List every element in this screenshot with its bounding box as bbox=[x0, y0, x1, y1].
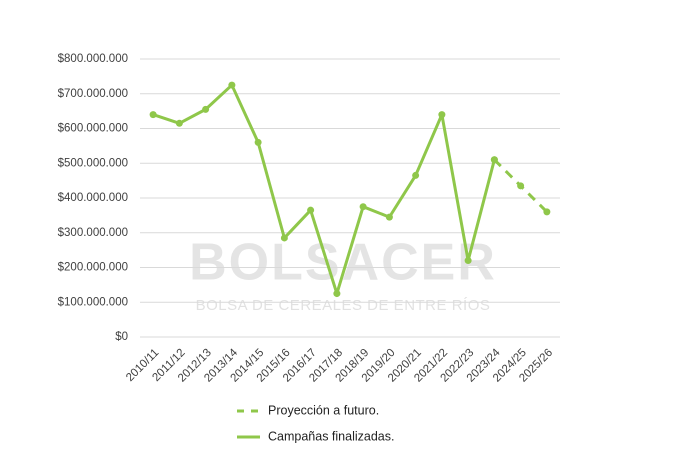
legend-label: Proyección a futuro. bbox=[268, 403, 379, 417]
y-tick-label: $200.000.000 bbox=[58, 262, 128, 274]
data-point bbox=[175, 119, 183, 127]
data-point bbox=[543, 208, 551, 216]
data-point bbox=[333, 290, 341, 298]
data-point bbox=[385, 213, 393, 221]
y-tick-label: $400.000.000 bbox=[58, 192, 128, 204]
data-point bbox=[254, 138, 262, 146]
data-point bbox=[280, 234, 288, 242]
watermark-subtitle: BOLSA DE CEREALES DE ENTRE RÍOS bbox=[196, 297, 491, 314]
data-point bbox=[517, 182, 525, 190]
legend-label: Campañas finalizadas. bbox=[268, 429, 394, 443]
data-point bbox=[149, 111, 157, 119]
data-point bbox=[438, 111, 446, 119]
watermark-title: BOLSACER bbox=[189, 234, 497, 292]
data-point bbox=[464, 257, 472, 265]
y-tick-label: $300.000.000 bbox=[58, 227, 128, 239]
data-point bbox=[359, 203, 367, 211]
y-tick-label: $500.000.000 bbox=[58, 157, 128, 169]
y-tick-label: $100.000.000 bbox=[58, 296, 128, 308]
data-point bbox=[228, 81, 236, 89]
y-tick-label: $800.000.000 bbox=[58, 53, 128, 65]
data-point bbox=[307, 206, 315, 214]
y-tick-label: $700.000.000 bbox=[58, 88, 128, 100]
data-point bbox=[202, 105, 210, 113]
y-tick-label: $0 bbox=[115, 331, 128, 343]
y-tick-label: $600.000.000 bbox=[58, 123, 128, 135]
series-line bbox=[152, 83, 496, 296]
data-point bbox=[412, 171, 420, 179]
data-point bbox=[490, 156, 498, 164]
